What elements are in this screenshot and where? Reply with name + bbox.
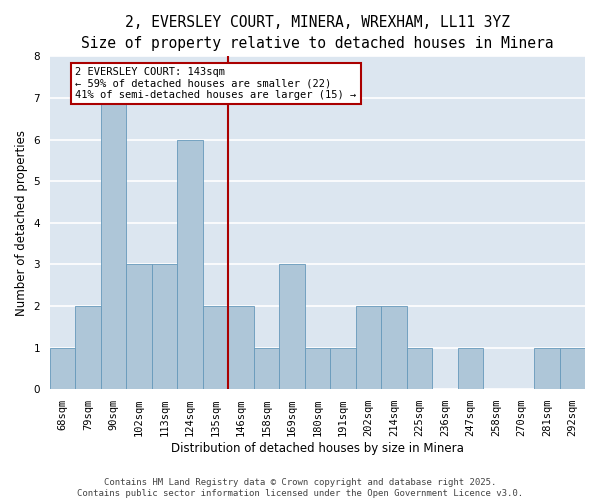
Bar [127, 264, 152, 389]
Bar [458, 348, 483, 389]
Y-axis label: Number of detached properties: Number of detached properties [15, 130, 28, 316]
Bar [356, 306, 381, 389]
Bar [254, 348, 279, 389]
Bar [305, 348, 330, 389]
Bar [381, 306, 407, 389]
Title: 2, EVERSLEY COURT, MINERA, WREXHAM, LL11 3YZ
Size of property relative to detach: 2, EVERSLEY COURT, MINERA, WREXHAM, LL11… [81, 15, 554, 51]
Bar [76, 306, 101, 389]
Text: 2 EVERSLEY COURT: 143sqm
← 59% of detached houses are smaller (22)
41% of semi-d: 2 EVERSLEY COURT: 143sqm ← 59% of detach… [76, 66, 356, 100]
Bar [178, 140, 203, 389]
X-axis label: Distribution of detached houses by size in Minera: Distribution of detached houses by size … [171, 442, 464, 455]
Text: Contains HM Land Registry data © Crown copyright and database right 2025.
Contai: Contains HM Land Registry data © Crown c… [77, 478, 523, 498]
Bar [203, 306, 228, 389]
Bar [279, 264, 305, 389]
Bar [560, 348, 585, 389]
Bar [407, 348, 432, 389]
Bar [534, 348, 560, 389]
Bar [228, 306, 254, 389]
Bar [50, 348, 76, 389]
Bar [330, 348, 356, 389]
Bar [152, 264, 178, 389]
Bar [101, 98, 127, 389]
